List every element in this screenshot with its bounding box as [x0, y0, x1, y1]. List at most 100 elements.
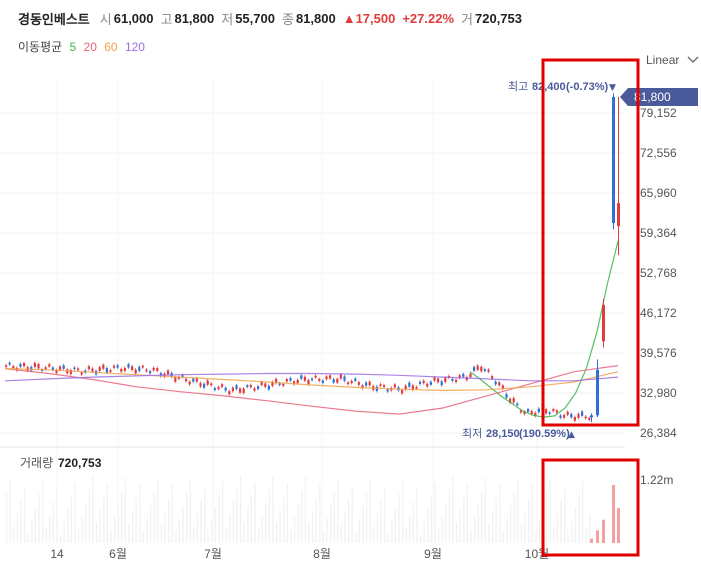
price-summary: 경동인베스트 시 61,000 고 81,800 저 55,700 종 81,8…: [18, 8, 529, 28]
volume-bar-bg: [506, 518, 508, 543]
candle-body: [336, 378, 339, 383]
volume-bar-bg: [135, 497, 137, 543]
volume-bar-bg: [193, 526, 195, 543]
volume-bar-bg: [150, 505, 152, 543]
volume-bar-bg: [538, 519, 540, 543]
candle-body: [537, 408, 540, 413]
candle-body: [5, 365, 8, 367]
volume-bar: [602, 519, 605, 543]
open-value: 61,000: [113, 10, 154, 26]
candle-body: [105, 368, 108, 373]
candle-body: [213, 388, 216, 391]
candle-body: [167, 370, 170, 375]
candle-body: [325, 376, 328, 380]
volume-bar-bg: [326, 518, 328, 543]
candle-body: [339, 374, 342, 379]
candle-body: [494, 381, 497, 385]
y-tick-label: 46,172: [640, 306, 677, 320]
volume-bar-bg: [63, 521, 65, 543]
candle-body: [224, 387, 227, 391]
candle-body: [275, 378, 278, 384]
candle-body: [296, 379, 299, 384]
volume-bar-bg: [283, 496, 285, 543]
volume-bar-bg: [200, 500, 202, 543]
volume-bar-bg: [164, 512, 166, 543]
candle-body: [221, 384, 224, 387]
candle-body: [455, 379, 458, 383]
candle-body: [289, 378, 292, 381]
high-marker-pct: (-0.73%): [566, 81, 609, 93]
recent-candle-body: [617, 203, 620, 227]
volume-bar-bg: [409, 514, 411, 543]
volume-bar-bg: [110, 530, 112, 543]
volume-bar-bg: [225, 527, 227, 543]
volume-bar-bg: [49, 514, 51, 543]
volume-label: 거: [461, 11, 473, 27]
x-tick-label: 8월: [313, 547, 331, 561]
candle-body: [321, 380, 324, 384]
candle-body: [19, 363, 22, 367]
volume-bar-bg: [560, 500, 562, 543]
volume-bar-bg: [301, 490, 303, 543]
candle-body: [87, 366, 90, 370]
candle-body: [440, 381, 443, 386]
ma-line-60: [4, 368, 619, 392]
candle-body: [408, 382, 411, 387]
candle-body: [487, 369, 490, 372]
moving-average-legend[interactable]: 이동평균 5 20 60 120: [18, 38, 149, 55]
candle-body: [505, 394, 508, 398]
candle-body: [73, 367, 76, 370]
candle-body: [174, 377, 177, 382]
volume-bar-bg: [549, 479, 551, 543]
candle-body: [51, 367, 54, 371]
scale-select[interactable]: Linear: [646, 53, 699, 67]
volume-bar-bg: [308, 524, 310, 543]
volume-bar-bg: [67, 508, 69, 543]
volume-bar-bg: [528, 499, 530, 543]
candle-body: [253, 388, 256, 391]
volume-bar-bg: [218, 494, 220, 543]
y-tick-label: 59,364: [640, 226, 677, 240]
candle-body: [577, 413, 580, 418]
volume-bar-bg: [423, 521, 425, 543]
volume-bar-bg: [373, 526, 375, 543]
candle-body: [131, 366, 134, 371]
volume-bar-bg: [430, 495, 432, 543]
volume-bar-bg: [434, 482, 436, 543]
volume-bar-bg: [322, 531, 324, 543]
candle-body: [134, 369, 137, 374]
volume-title: 거래량: [20, 456, 53, 470]
candle-body: [138, 366, 141, 372]
candle-body: [415, 386, 418, 389]
volume-bar-bg: [304, 477, 306, 543]
candle-body: [123, 367, 126, 371]
volume-bar-bg: [290, 530, 292, 543]
volume-bar: [617, 508, 620, 543]
candle-body: [98, 367, 101, 371]
volume-bar-bg: [121, 490, 123, 543]
volume-bar-bg: [510, 505, 512, 543]
candle-body: [361, 385, 364, 389]
x-tick-label: 9월: [424, 547, 442, 561]
volume-bar-bg: [6, 493, 8, 543]
volume-bar-bg: [582, 481, 584, 543]
volume-bar-bg: [114, 517, 116, 543]
candle-body: [401, 389, 404, 394]
candle-body: [343, 376, 346, 381]
candle-body: [469, 373, 472, 378]
candle-body: [282, 383, 285, 386]
candle-body: [300, 375, 303, 379]
volume-bar-bg: [344, 512, 346, 543]
candle-body: [12, 366, 15, 369]
candle-body: [152, 367, 155, 371]
volume-bar-bg: [340, 525, 342, 543]
volume-bar-bg: [128, 524, 130, 543]
volume-bar-bg: [355, 532, 357, 543]
candle-body: [548, 412, 551, 414]
volume-bar-bg: [272, 476, 274, 543]
volume-bar-bg: [211, 520, 213, 543]
ma-period-5: 5: [69, 40, 77, 54]
volume-bar-bg: [459, 509, 461, 543]
y-tick-label: 32,980: [640, 386, 677, 400]
